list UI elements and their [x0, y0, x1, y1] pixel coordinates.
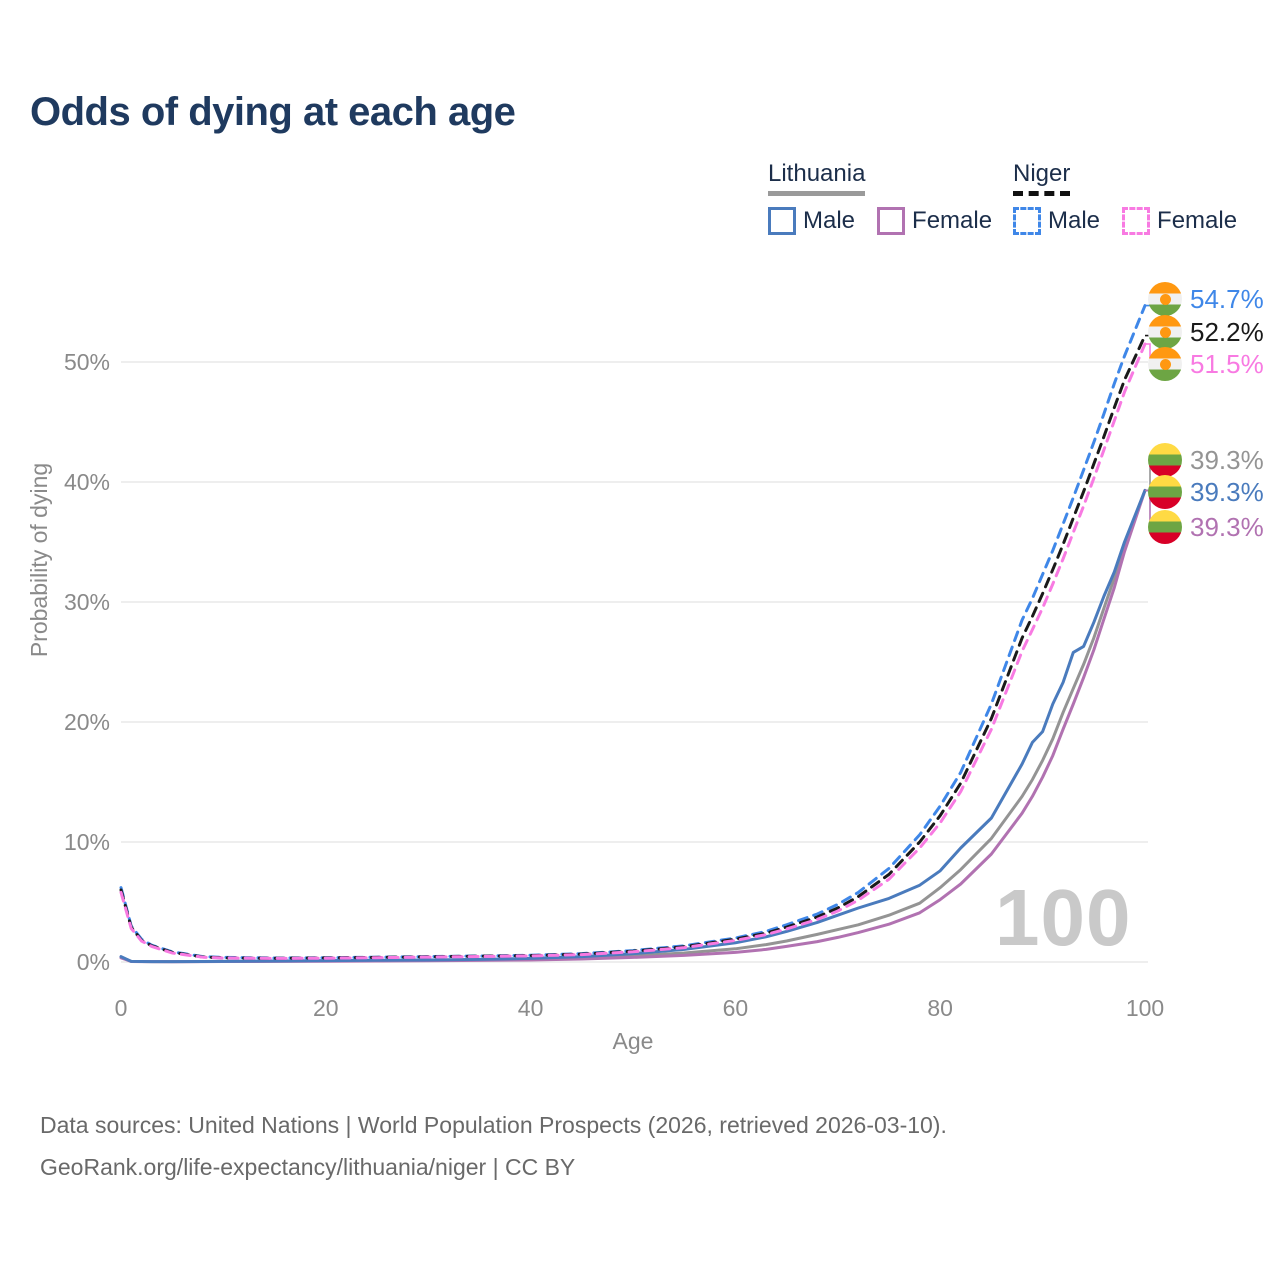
- lithuania-female-swatch-icon: [877, 207, 906, 235]
- svg-text:20: 20: [313, 995, 339, 1021]
- svg-text:80: 80: [927, 995, 953, 1021]
- end-value: 39.3%: [1190, 444, 1264, 475]
- svg-text:50%: 50%: [64, 349, 110, 375]
- end-label-niger-total: 52.2%: [1148, 315, 1264, 349]
- legend-item-lithuania-female[interactable]: Female: [877, 207, 992, 235]
- hover-age-watermark: 100: [995, 873, 1132, 962]
- footer-line-2: GeoRank.org/life-expectancy/lithuania/ni…: [40, 1154, 576, 1180]
- legend-item-label: Female: [1157, 207, 1238, 234]
- end-value: 39.3%: [1190, 476, 1264, 507]
- svg-text:0%: 0%: [77, 949, 110, 975]
- niger-flag-icon: [1148, 282, 1182, 316]
- legend-item-label: Female: [912, 207, 993, 234]
- end-value: 52.2%: [1190, 316, 1264, 347]
- end-value: 39.3%: [1190, 511, 1264, 542]
- niger-female-swatch-icon: [1122, 207, 1151, 235]
- svg-text:60: 60: [723, 995, 749, 1021]
- lithuania-flag-icon: [1148, 475, 1182, 509]
- svg-text:Probability of dying: Probability of dying: [26, 463, 52, 657]
- lithuania-male-swatch-icon: [768, 207, 796, 235]
- end-label-niger-male: 54.7%: [1148, 282, 1264, 316]
- footer-line-1: Data sources: United Nations | World Pop…: [40, 1112, 947, 1138]
- svg-text:40: 40: [518, 995, 544, 1021]
- niger-flag-icon: [1148, 315, 1182, 349]
- legend-header-lithuania: Lithuania: [768, 160, 866, 196]
- svg-text:Age: Age: [613, 1028, 654, 1054]
- lithuania-flag-icon: [1148, 443, 1182, 477]
- svg-text:20%: 20%: [64, 709, 110, 735]
- end-label-niger-female: 51.5%: [1148, 347, 1264, 381]
- svg-text:0: 0: [115, 995, 128, 1021]
- end-label-lithuania-male: 39.3%: [1148, 475, 1264, 509]
- legend-group-lithuania: Lithuania Male Female: [768, 160, 992, 235]
- end-value: 51.5%: [1190, 348, 1264, 379]
- legend-item-lithuania-male[interactable]: Male: [768, 207, 855, 235]
- svg-text:30%: 30%: [64, 589, 110, 615]
- svg-text:100: 100: [1126, 995, 1164, 1021]
- end-label-lithuania-total: 39.3%: [1148, 443, 1264, 477]
- data-source-footer: Data sources: United Nations | World Pop…: [40, 1104, 947, 1188]
- svg-text:10%: 10%: [64, 829, 110, 855]
- niger-flag-icon: [1148, 347, 1182, 381]
- legend-item-niger-male[interactable]: Male: [1013, 207, 1100, 235]
- end-value: 54.7%: [1190, 283, 1264, 314]
- legend-item-label: Male: [803, 207, 856, 234]
- end-label-lithuania-female: 39.3%: [1148, 510, 1264, 544]
- legend-group-niger: Niger Male Female: [1013, 160, 1237, 235]
- legend-header-niger: Niger: [1013, 160, 1071, 196]
- legend-item-niger-female[interactable]: Female: [1122, 207, 1237, 235]
- legend-item-label: Male: [1048, 207, 1101, 234]
- lithuania-flag-icon: [1148, 510, 1182, 544]
- niger-male-swatch-icon: [1013, 207, 1041, 235]
- svg-text:40%: 40%: [64, 469, 110, 495]
- chart-title: Odds of dying at each age: [30, 90, 516, 134]
